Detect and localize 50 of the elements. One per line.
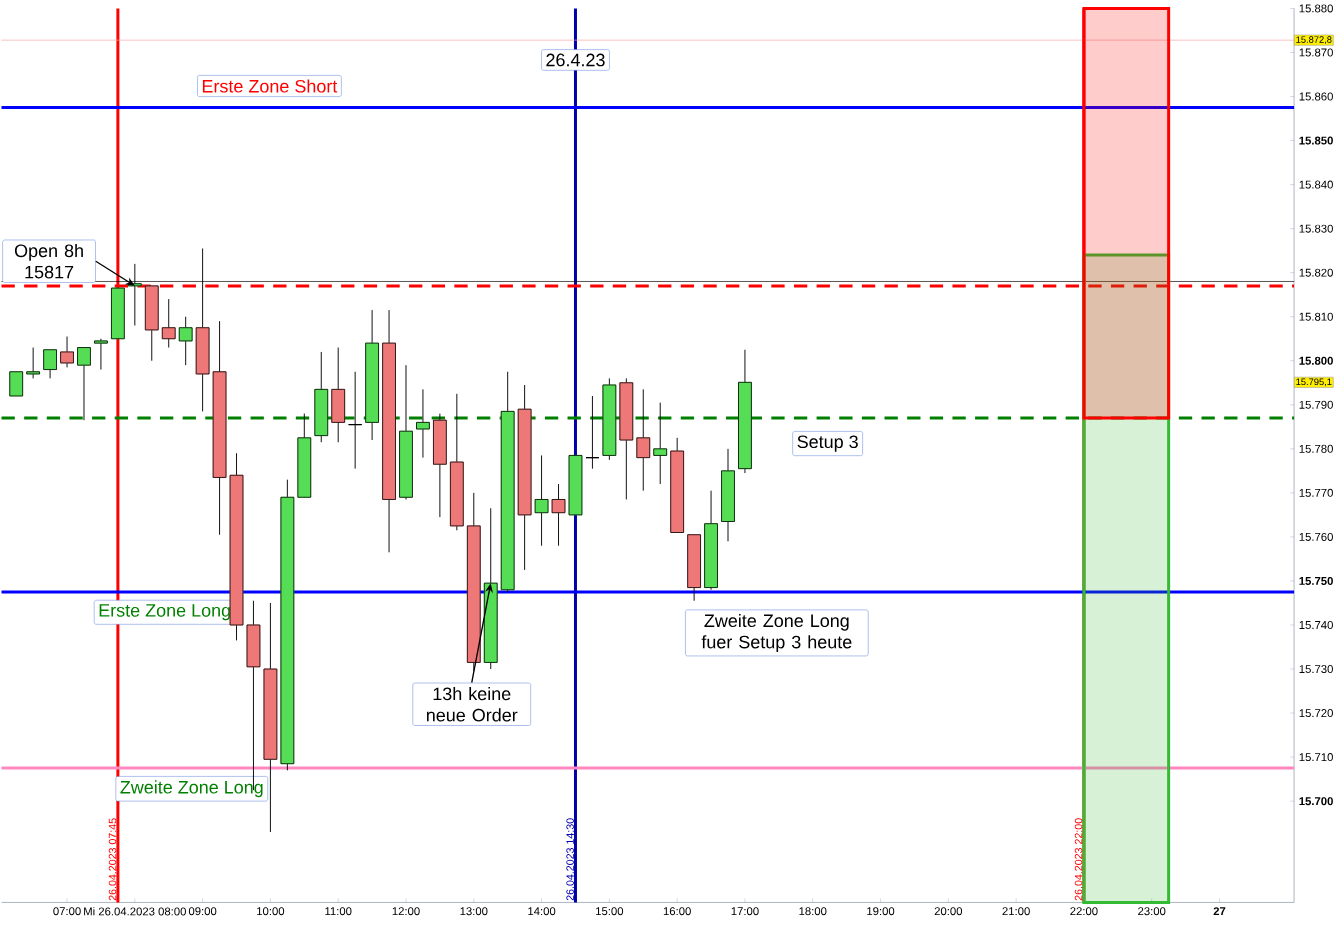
annotation: 13h keine neue Order <box>426 686 518 722</box>
x-tick-label: 20:00 <box>934 906 963 915</box>
y-tick-label: 15.740 <box>1299 620 1333 629</box>
annotation: Open 8h 15817 <box>14 243 83 279</box>
x-tick-label: 21:00 <box>1002 906 1030 915</box>
y-tick-label: 15.780 <box>1299 444 1333 453</box>
y-tick-label: 15.850 <box>1299 136 1333 145</box>
x-tick-label: 17:00 <box>731 906 759 915</box>
x-tick-label: 12:00 <box>392 906 420 915</box>
y-tick-label: 15.750 <box>1299 576 1333 585</box>
ref-line-label: 15.872,8 <box>1296 36 1332 44</box>
y-tick-label: 15.800 <box>1299 356 1333 365</box>
x-tick-label: 22:00 <box>1070 906 1098 915</box>
ref-line-label: 26.04.2023 22:00 <box>1074 818 1083 901</box>
x-tick-label: 14:00 <box>528 906 556 915</box>
y-tick-label: 15.710 <box>1299 752 1333 761</box>
y-tick-label: 15.840 <box>1299 180 1333 189</box>
y-tick-label: 15.770 <box>1299 488 1333 497</box>
x-tick-label: 23:00 <box>1138 906 1166 915</box>
y-tick-label: 15.790 <box>1299 400 1333 409</box>
y-tick-label: 15.880 <box>1299 4 1333 13</box>
annotation: 26.4.23 <box>546 53 605 67</box>
y-tick-label: 15.860 <box>1299 92 1333 101</box>
x-tick-label: 19:00 <box>867 906 895 915</box>
x-tick-label: 07:00 <box>53 906 81 915</box>
annotation: Zweite Zone Long fuer Setup 3 heute <box>701 613 852 652</box>
x-tick-label: 09:00 <box>188 906 217 915</box>
ref-line-label: Erste Zone Long <box>99 604 230 621</box>
y-tick-label: 15.720 <box>1299 708 1333 717</box>
x-tick-label: 15:00 <box>596 906 624 915</box>
y-tick-label: 15.700 <box>1299 796 1333 805</box>
ref-line-label: 26.04.2023 07:45 <box>108 818 117 901</box>
annotation: Setup 3 <box>797 435 858 452</box>
x-tick-label: 16:00 <box>663 906 691 915</box>
x-tick-label: 27 <box>1213 906 1226 915</box>
y-tick-label: 15.820 <box>1299 268 1333 277</box>
x-tick-label: Mi 26.04.2023 08:00 <box>84 906 186 916</box>
x-tick-label: 18:00 <box>799 906 827 915</box>
y-tick-label: 15.870 <box>1299 48 1333 57</box>
ref-line-label: 26.04.2023 14:30 <box>566 818 574 901</box>
ref-line-label: Erste Zone Short <box>202 79 338 93</box>
x-tick-label: 13:00 <box>460 906 488 915</box>
y-tick-label: 15.760 <box>1299 532 1333 541</box>
y-tick-label: 15.830 <box>1299 224 1333 233</box>
x-tick-label: 10:00 <box>257 906 285 915</box>
ref-line-label: Zweite Zone Long <box>120 780 263 797</box>
text: 15.795,1 <box>1296 378 1332 386</box>
y-tick-label: 15.730 <box>1299 664 1333 673</box>
x-tick-label: 11:00 <box>325 906 352 915</box>
y-tick-label: 15.810 <box>1299 312 1333 321</box>
